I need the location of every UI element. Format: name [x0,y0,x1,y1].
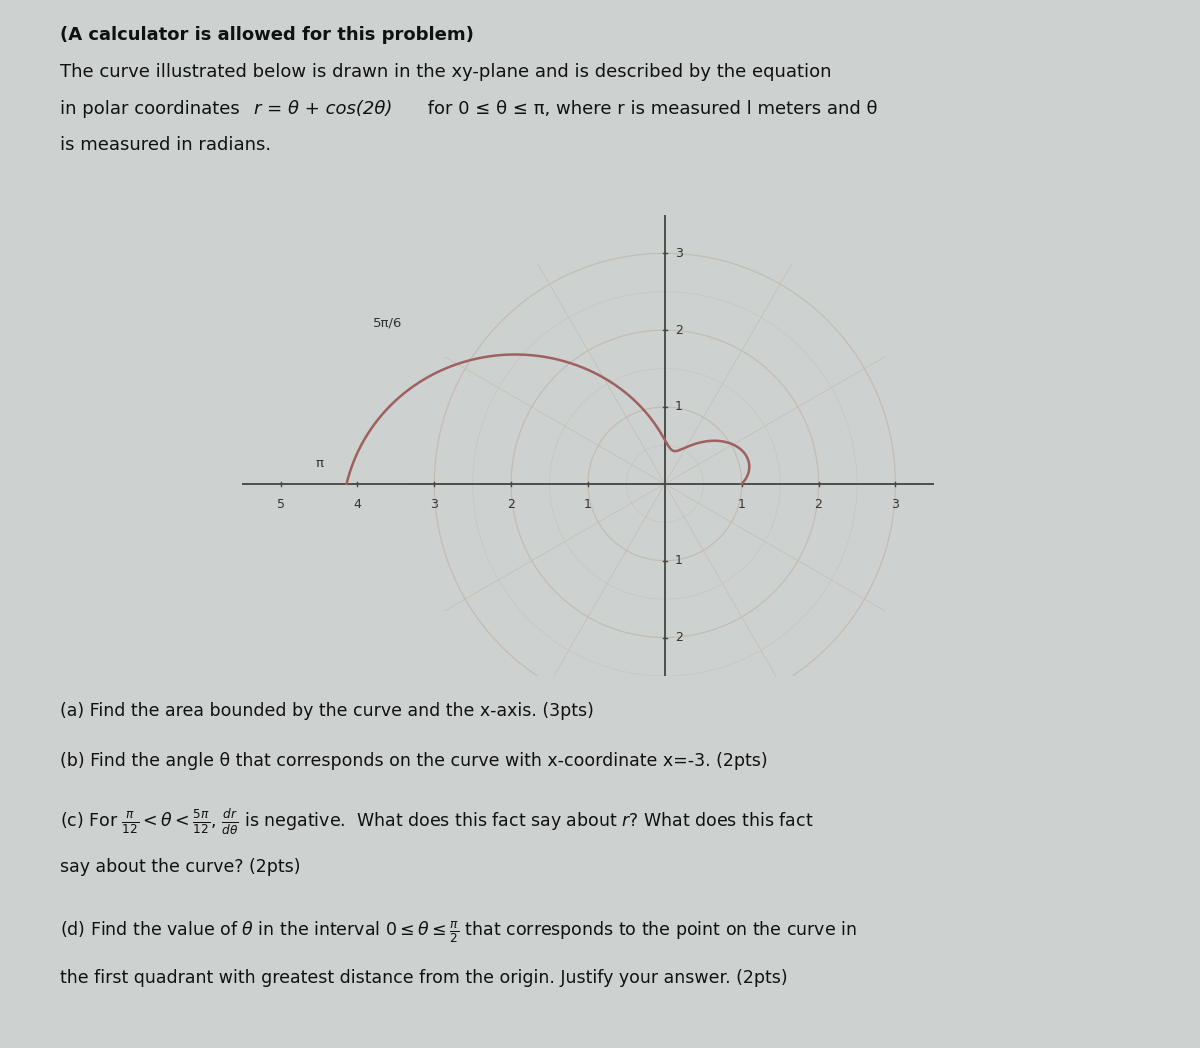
Text: 5: 5 [276,498,284,510]
Text: (A calculator is allowed for this problem): (A calculator is allowed for this proble… [60,26,474,44]
Text: 3: 3 [674,246,683,260]
Text: say about the curve? (2pts): say about the curve? (2pts) [60,858,300,876]
Text: 4: 4 [354,498,361,510]
Text: (d) Find the value of $\theta$ in the interval $0 \leq \theta \leq \frac{\pi}{2}: (d) Find the value of $\theta$ in the in… [60,919,857,944]
Text: (b) Find the angle θ that corresponds on the curve with x-coordinate x=-3. (2pts: (b) Find the angle θ that corresponds on… [60,752,768,770]
Text: π: π [316,457,323,470]
Text: in polar coordinates: in polar coordinates [60,100,246,117]
Text: 1: 1 [584,498,592,510]
Text: 1: 1 [674,554,683,567]
Text: r = θ + cos(2θ): r = θ + cos(2θ) [254,100,392,117]
Text: 2: 2 [508,498,515,510]
Text: (a) Find the area bounded by the curve and the x-axis. (3pts): (a) Find the area bounded by the curve a… [60,702,594,720]
Text: for 0 ≤ θ ≤ π, where r is measured l meters and θ: for 0 ≤ θ ≤ π, where r is measured l met… [422,100,878,117]
Text: the first quadrant with greatest distance from the origin. Justify your answer. : the first quadrant with greatest distanc… [60,969,787,987]
Text: (c) For $\frac{\pi}{12} < \theta < \frac{5\pi}{12}$, $\frac{dr}{d\theta}$ is neg: (c) For $\frac{\pi}{12} < \theta < \frac… [60,808,814,837]
Text: 3: 3 [431,498,438,510]
Text: is measured in radians.: is measured in radians. [60,136,271,154]
Text: 2: 2 [674,631,683,645]
Text: 2: 2 [815,498,822,510]
Text: 5π/6: 5π/6 [373,316,402,329]
Text: The curve illustrated below is drawn in the xy-plane and is described by the equ: The curve illustrated below is drawn in … [60,63,832,81]
Text: 1: 1 [738,498,745,510]
Text: 1: 1 [674,400,683,414]
Text: 2: 2 [674,324,683,336]
Text: 3: 3 [892,498,899,510]
